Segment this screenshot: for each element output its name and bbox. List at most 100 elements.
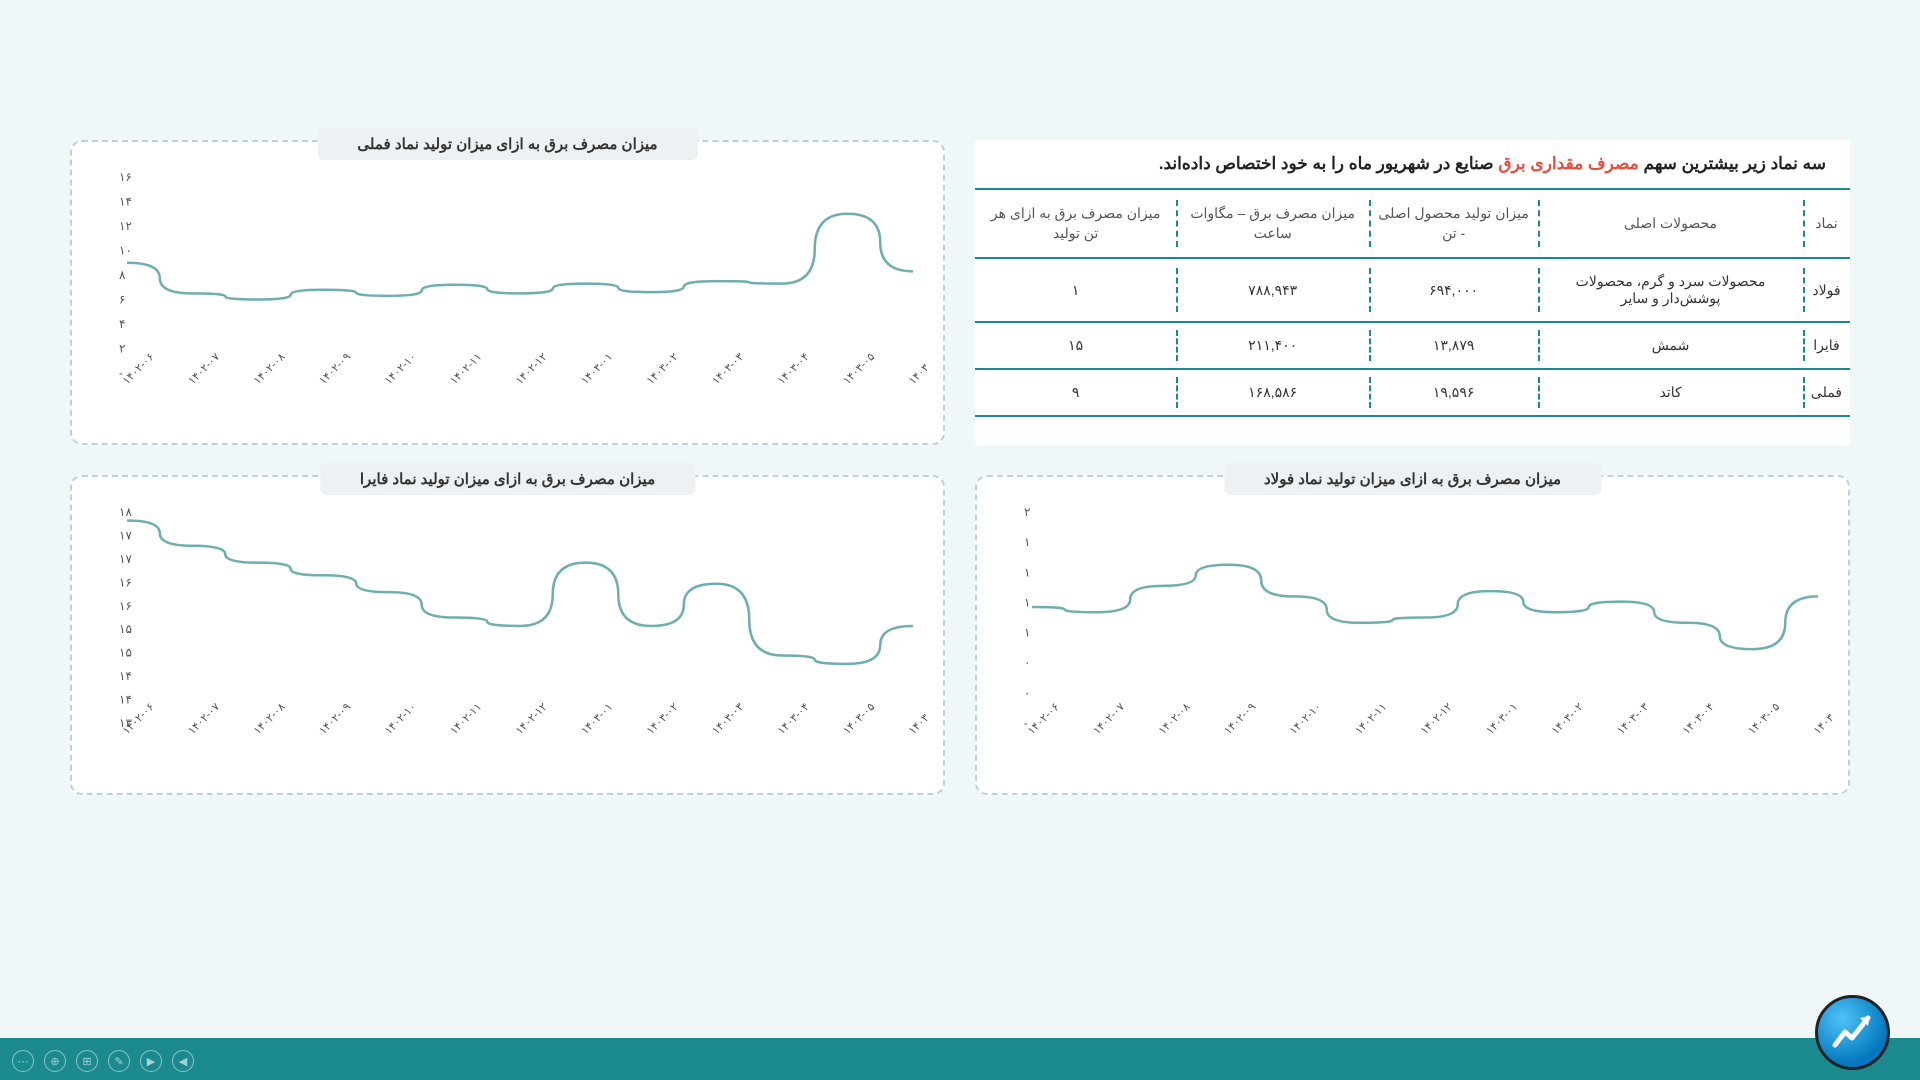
- edit-icon[interactable]: ✎: [108, 1050, 130, 1072]
- table-header-cell: محصولات اصلی: [1538, 190, 1803, 258]
- x-tick-label: ۱۴۰۳-۰۱: [579, 701, 615, 737]
- zoom-icon[interactable]: ⊕: [44, 1050, 66, 1072]
- x-tick-label: ۱۴۰۲-۰۶: [121, 351, 157, 387]
- y-tick-label: ۱۴: [119, 669, 132, 683]
- table-cell: ۱۶۸,۵۸۶: [1176, 369, 1369, 416]
- table-row: فملیکاتد۱۹,۵۹۶۱۶۸,۵۸۶۹: [975, 369, 1850, 416]
- chart-line: [1032, 565, 1818, 649]
- x-tick-label: ۱۴۰۲-۰۸: [1157, 701, 1193, 737]
- x-tick-label: ۱۴۰۳-۰۵: [1746, 701, 1782, 737]
- table-header-cell: میزان تولید محصول اصلی - تن: [1369, 190, 1538, 258]
- y-tick-label: ۱۸: [119, 505, 132, 519]
- brand-logo: [1815, 995, 1890, 1070]
- title-post: صنایع در شهریور ماه را به خود اختصاص داد…: [1159, 154, 1499, 173]
- table-title: سه نماد زیر بیشترین سهم مصرف مقداری برق …: [975, 140, 1850, 190]
- table-cell: ۹: [975, 369, 1176, 416]
- x-tick-label: ۱۴۰۲-۱۱: [448, 701, 484, 737]
- chart-svg: ۱۳۱۴۱۴۱۵۱۵۱۶۱۶۱۷۱۷۱۸۱۴۰۲-۰۶۱۴۰۲-۰۷۱۴۰۲-۰…: [87, 502, 928, 778]
- y-tick-label: ۰: [1024, 686, 1030, 700]
- x-tick-label: ۱۴۰۲-۰۸: [252, 701, 288, 737]
- chart-line: [127, 214, 913, 300]
- x-tick-label: ۱۴۰۲-۰۹: [317, 701, 353, 737]
- chart-fayra-panel: میزان مصرف برق به ازای میزان تولید نماد …: [70, 475, 945, 795]
- y-tick-label: ۲: [119, 342, 125, 356]
- y-tick-label: ۱۶: [119, 170, 132, 184]
- x-tick-label: ۱۴۰۳-۰۳: [710, 701, 746, 737]
- x-tick-label: ۱۴۰۳-۰۴: [1681, 701, 1717, 737]
- y-tick-label: ۲: [1024, 505, 1030, 519]
- y-tick-label: ۱: [1024, 626, 1030, 640]
- y-tick-label: ۱: [1024, 565, 1030, 579]
- table-row: فایراشمش۱۳,۸۷۹۲۱۱,۴۰۰۱۵: [975, 322, 1850, 369]
- y-tick-label: ۱: [1024, 595, 1030, 609]
- y-tick-label: ۱۴: [119, 693, 132, 707]
- more-icon[interactable]: ⋯: [12, 1050, 34, 1072]
- chart-svg: -۲۴۶۸۱۰۱۲۱۴۱۶۱۴۰۲-۰۶۱۴۰۲-۰۷۱۴۰۲-۰۸۱۴۰۲-۰…: [87, 167, 928, 428]
- x-tick-label: ۱۴۰۲-۰۹: [1222, 701, 1258, 737]
- x-tick-label: ۱۴۰۲-۱۰: [383, 701, 419, 737]
- chart-foulad-panel: میزان مصرف برق به ازای میزان تولید نماد …: [975, 475, 1850, 795]
- title-red: مصرف مقداری برق: [1498, 154, 1638, 173]
- x-tick-label: ۱۴۰۳-۰۱: [579, 351, 615, 387]
- chart-femeli-panel: میزان مصرف برق به ازای میزان تولید نماد …: [70, 140, 945, 445]
- x-tick-label: ۱۴۰۲-۱۱: [448, 351, 484, 387]
- table-cell: فایرا: [1803, 322, 1850, 369]
- x-tick-label: ۱۴۰۳-۰۴: [776, 701, 812, 737]
- table-header-cell: میزان مصرف برق – مگاوات ساعت: [1176, 190, 1369, 258]
- grid-icon[interactable]: ⊞: [76, 1050, 98, 1072]
- table-cell: ۱۹,۵۹۶: [1369, 369, 1538, 416]
- chart-svg: -۰۰۱۱۱۱۲۱۴۰۲-۰۶۱۴۰۲-۰۷۱۴۰۲-۰۸۱۴۰۲-۰۹۱۴۰۲…: [992, 502, 1833, 778]
- x-tick-label: ۱۴۰۳-۰۵: [841, 701, 877, 737]
- x-tick-label: ۱۴۰۳-۰۵: [841, 351, 877, 387]
- x-tick-label: ۱۴۰۲-۱۰: [1288, 701, 1324, 737]
- x-tick-label: ۱۴۰۲-۱۲: [1419, 701, 1455, 737]
- table-cell: ۱۳,۸۷۹: [1369, 322, 1538, 369]
- summary-table-panel: سه نماد زیر بیشترین سهم مصرف مقداری برق …: [975, 140, 1850, 445]
- x-tick-label: ۱۴۰۳-۰۲: [1550, 701, 1586, 737]
- x-tick-label: ۱۴۰۲-۰۷: [1091, 701, 1127, 737]
- chart-fayra-title: میزان مصرف برق به ازای میزان تولید نماد …: [320, 463, 695, 495]
- y-tick-label: ۱۵: [119, 646, 132, 660]
- x-tick-label: ۱۴۰۳-۰۱: [1484, 701, 1520, 737]
- table-header-cell: نماد: [1803, 190, 1850, 258]
- table-cell: محصولات سرد و گرم، محصولات پوشش‌دار و سا…: [1538, 258, 1803, 322]
- table-cell: ۱: [975, 258, 1176, 322]
- y-tick-label: ۱۷: [119, 528, 132, 542]
- x-tick-label: ۱۴۰۲-۱۱: [1353, 701, 1389, 737]
- x-tick-label: ۱۴۰۲-۱۰: [383, 351, 419, 387]
- x-tick-label: ۱۴۰۲-۰۸: [252, 351, 288, 387]
- x-tick-label: ۱۴۰۳-۰۶: [907, 351, 928, 387]
- summary-table: نمادمحصولات اصلیمیزان تولید محصول اصلی -…: [975, 190, 1850, 417]
- y-tick-label: ۰: [1024, 656, 1030, 670]
- x-tick-label: ۱۴۰۲-۰۷: [186, 701, 222, 737]
- nav-prev-icon[interactable]: ◀: [172, 1050, 194, 1072]
- table-header-cell: میزان مصرف برق به ازای هر تن تولید: [975, 190, 1176, 258]
- x-tick-label: ۱۴۰۲-۱۲: [514, 701, 550, 737]
- x-tick-label: ۱۴۰۳-۰۶: [1812, 701, 1833, 737]
- table-cell: کاتد: [1538, 369, 1803, 416]
- table-cell: فملی: [1803, 369, 1850, 416]
- bottom-bar: [0, 1038, 1920, 1080]
- nav-next-icon[interactable]: ▶: [140, 1050, 162, 1072]
- table-cell: ۶۹۴,۰۰۰: [1369, 258, 1538, 322]
- table-cell: فولاد: [1803, 258, 1850, 322]
- y-tick-label: ۱۰: [119, 244, 132, 258]
- x-tick-label: ۱۴۰۳-۰۶: [907, 701, 928, 737]
- table-cell: شمش: [1538, 322, 1803, 369]
- y-tick-label: ۱۲: [119, 219, 132, 233]
- y-tick-label: ۱۷: [119, 552, 132, 566]
- x-tick-label: ۱۴۰۲-۰۶: [1026, 701, 1062, 737]
- table-row: فولادمحصولات سرد و گرم، محصولات پوشش‌دار…: [975, 258, 1850, 322]
- chart-foulad-title: میزان مصرف برق به ازای میزان تولید نماد …: [1224, 463, 1601, 495]
- table-cell: ۷۸۸,۹۴۳: [1176, 258, 1369, 322]
- y-tick-label: ۱۶: [119, 599, 132, 613]
- x-tick-label: ۱۴۰۳-۰۳: [710, 351, 746, 387]
- x-tick-label: ۱۴۰۲-۰۹: [317, 351, 353, 387]
- x-tick-label: ۱۴۰۳-۰۲: [645, 701, 681, 737]
- y-tick-label: ۱: [1024, 535, 1030, 549]
- table-cell: ۱۵: [975, 322, 1176, 369]
- x-tick-label: ۱۴۰۲-۰۷: [186, 351, 222, 387]
- y-tick-label: ۴: [119, 317, 125, 331]
- y-tick-label: ۱۶: [119, 575, 132, 589]
- y-tick-label: ۱۴: [119, 195, 132, 209]
